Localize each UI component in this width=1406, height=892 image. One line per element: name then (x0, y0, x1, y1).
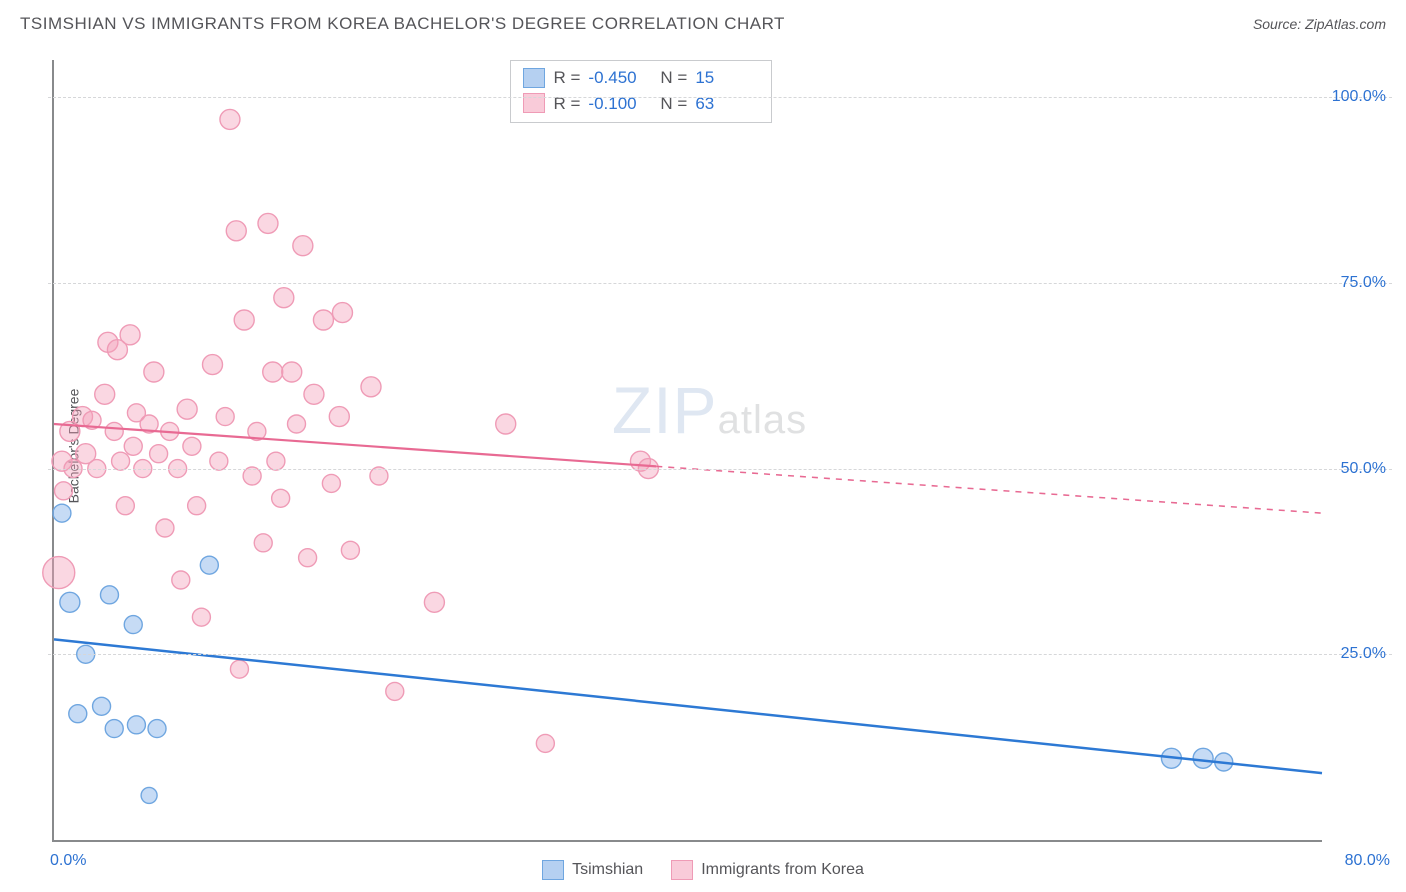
scatter-point-pink (361, 377, 381, 397)
scatter-point-pink (313, 310, 333, 330)
scatter-point-pink (95, 384, 115, 404)
chart-svg (54, 60, 1322, 840)
scatter-point-pink (304, 384, 324, 404)
swatch-pink (671, 860, 693, 880)
scatter-point-pink (226, 221, 246, 241)
scatter-point-pink (220, 109, 240, 129)
scatter-point-pink (282, 362, 302, 382)
scatter-point-pink (230, 660, 248, 678)
scatter-point-pink (329, 407, 349, 427)
r-label: R = (553, 91, 580, 117)
scatter-point-pink (370, 467, 388, 485)
n-label: N = (660, 65, 687, 91)
trend-line-blue (54, 639, 1322, 773)
plot-area-wrap: ZIPatlas R = -0.450 N = 15 R = -0.100 N … (52, 60, 1392, 842)
scatter-point-blue (93, 697, 111, 715)
legend-item-blue: Tsimshian (542, 860, 643, 880)
stats-legend-box: R = -0.450 N = 15 R = -0.100 N = 63 (510, 60, 772, 123)
scatter-point-pink (150, 445, 168, 463)
scatter-point-pink (322, 474, 340, 492)
swatch-blue (523, 68, 545, 88)
scatter-point-pink (274, 288, 294, 308)
legend-label-pink: Immigrants from Korea (701, 861, 864, 879)
scatter-point-pink (112, 452, 130, 470)
bottom-legend: Tsimshian Immigrants from Korea (0, 860, 1406, 880)
scatter-point-pink (496, 414, 516, 434)
legend-item-pink: Immigrants from Korea (671, 860, 864, 880)
scatter-point-pink (120, 325, 140, 345)
legend-label-blue: Tsimshian (572, 861, 643, 879)
scatter-point-pink (156, 519, 174, 537)
n-label: N = (660, 91, 687, 117)
scatter-point-blue (127, 716, 145, 734)
scatter-point-pink (188, 497, 206, 515)
scatter-point-pink (183, 437, 201, 455)
scatter-point-pink (243, 467, 261, 485)
ytick-label: 25.0% (1326, 645, 1386, 663)
scatter-point-pink (424, 592, 444, 612)
n-value-pink: 63 (695, 91, 759, 117)
scatter-point-pink (288, 415, 306, 433)
swatch-blue (542, 860, 564, 880)
chart-header: TSIMSHIAN VS IMMIGRANTS FROM KOREA BACHE… (0, 0, 1406, 48)
scatter-point-pink (234, 310, 254, 330)
scatter-point-pink (299, 549, 317, 567)
scatter-point-blue (60, 592, 80, 612)
r-value-blue: -0.450 (588, 65, 652, 91)
scatter-point-pink (116, 497, 134, 515)
scatter-point-pink (203, 355, 223, 375)
scatter-point-blue (141, 787, 157, 803)
scatter-point-pink (386, 682, 404, 700)
trend-line-pink-dashed (656, 466, 1322, 513)
scatter-point-pink (293, 236, 313, 256)
scatter-point-blue (69, 705, 87, 723)
scatter-point-pink (192, 608, 210, 626)
scatter-point-blue (105, 720, 123, 738)
stats-row-blue: R = -0.450 N = 15 (523, 65, 759, 91)
stats-row-pink: R = -0.100 N = 63 (523, 91, 759, 117)
scatter-point-blue (100, 586, 118, 604)
source-credit: Source: ZipAtlas.com (1253, 16, 1386, 32)
ytick-label: 100.0% (1326, 88, 1386, 106)
scatter-point-blue (53, 504, 71, 522)
scatter-point-pink (258, 213, 278, 233)
r-value-pink: -0.100 (588, 91, 652, 117)
scatter-point-pink (177, 399, 197, 419)
scatter-point-blue (148, 720, 166, 738)
scatter-point-pink (536, 734, 554, 752)
scatter-point-pink (332, 303, 352, 323)
scatter-point-blue (200, 556, 218, 574)
r-label: R = (553, 65, 580, 91)
scatter-point-pink (43, 557, 75, 589)
n-value-blue: 15 (695, 65, 759, 91)
scatter-point-pink (341, 541, 359, 559)
chart-title: TSIMSHIAN VS IMMIGRANTS FROM KOREA BACHE… (20, 14, 785, 33)
scatter-point-blue (124, 616, 142, 634)
scatter-point-pink (272, 489, 290, 507)
scatter-point-pink (216, 408, 234, 426)
scatter-point-pink (55, 482, 73, 500)
ytick-label: 50.0% (1326, 460, 1386, 478)
scatter-point-pink (124, 437, 142, 455)
scatter-point-pink (144, 362, 164, 382)
scatter-point-blue (1193, 748, 1213, 768)
scatter-point-pink (105, 422, 123, 440)
ytick-label: 75.0% (1326, 274, 1386, 292)
scatter-point-pink (267, 452, 285, 470)
scatter-point-pink (254, 534, 272, 552)
plot-area: ZIPatlas R = -0.450 N = 15 R = -0.100 N … (52, 60, 1322, 842)
scatter-point-pink (172, 571, 190, 589)
scatter-point-pink (263, 362, 283, 382)
scatter-point-pink (210, 452, 228, 470)
